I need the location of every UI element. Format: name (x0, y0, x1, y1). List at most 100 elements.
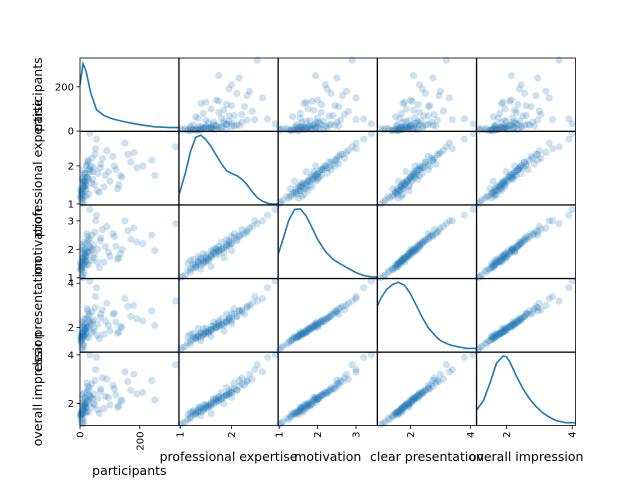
x-tick-label-0-1: 200 (135, 432, 146, 451)
scatter-point-r1-c3-27 (394, 187, 403, 195)
scatter-point-r1-c0-31 (91, 150, 99, 158)
scatter-point-r2-c0-13 (79, 271, 87, 279)
scatter-point-r3-c1-7 (212, 323, 220, 332)
scatter-point-r1-c3-61 (399, 190, 407, 198)
scatter-point-r3-c1-27 (194, 332, 202, 340)
scatter-point-r2-c3-27 (394, 258, 403, 266)
scatter-point-r0-c3-5 (394, 126, 403, 134)
scatter-point-r1-c0-63 (89, 175, 97, 183)
scatter-point-r2-c3-74 (405, 250, 413, 258)
scatter-point-r4-c0-37 (109, 381, 117, 389)
scatter-point-r0-c1-23 (202, 123, 210, 131)
scatter-point-r4-c1-1 (192, 409, 200, 417)
scatter-point-r3-c1-26 (225, 316, 233, 324)
scatter-point-r2-c0-64 (101, 242, 109, 250)
scatter-point-r4-c1-68 (235, 376, 243, 384)
scatter-point-r3-c2-29 (292, 333, 301, 342)
scatter-point-r3-c1-62 (194, 325, 202, 333)
scatter-point-r2-c0-41 (127, 235, 135, 243)
scatter-point-r4-c3-49 (399, 403, 407, 411)
scatter-point-r2-c3-54 (435, 227, 443, 235)
scatter-point-r1-c3-17 (393, 188, 401, 197)
scatter-point-r3-c4-78 (486, 337, 494, 345)
scatter-point-r4-c2-51 (340, 374, 349, 382)
scatter-point-r4-c2-53 (302, 402, 310, 410)
scatter-point-r4-c1-80 (186, 408, 195, 416)
scatter-point-r2-c3-63 (414, 245, 422, 253)
scatter-point-r2-c4-56 (509, 244, 517, 252)
scatter-point-r0-c2-68 (333, 74, 341, 82)
scatter-point-r4-c3-81 (399, 403, 407, 411)
scatter-point-r1-c3-4 (403, 177, 412, 185)
scatter-point-r1-c0-22 (77, 192, 85, 200)
scatter-point-r4-c2-32 (314, 395, 322, 403)
scatter-point-r0-c2-25 (333, 118, 341, 126)
scatter-point-r4-c1-54 (243, 378, 251, 386)
scatter-point-r0-c4-48 (525, 121, 534, 129)
scatter-point-r3-c4-1 (489, 335, 497, 343)
scatter-point-r3-c2-40 (352, 295, 360, 303)
scatter-point-r1-c2-43 (348, 143, 356, 151)
scatter-point-r1-c4-73 (504, 177, 512, 185)
scatter-point-r0-c2-69 (306, 116, 314, 125)
scatter-point-r3-c4-70 (494, 331, 502, 339)
scatter-point-r1-c0-45 (86, 129, 94, 138)
scatter-point-r4-c1-65 (228, 385, 236, 393)
scatter-point-r4-c1-18 (199, 407, 207, 415)
scatter-point-r2-c3-70 (396, 258, 404, 266)
subplot-frame-r0-c3 (377, 57, 477, 132)
scatter-point-r4-c3-82 (409, 396, 418, 404)
subplot-frame-r1-c4 (476, 131, 576, 206)
scatter-point-r0-c2-7 (310, 122, 318, 130)
scatter-point-r3-c1-8 (189, 336, 197, 344)
scatter-point-r3-c1-15 (215, 319, 223, 327)
scatter-point-r0-c3-28 (400, 124, 409, 132)
scatter-point-r2-c1-77 (220, 254, 228, 262)
scatter-point-r2-c4-19 (502, 252, 510, 260)
scatter-point-r0-c4-76 (510, 119, 519, 127)
scatter-point-r3-c0-40 (121, 295, 129, 303)
scatter-point-r3-c4-60 (488, 332, 496, 340)
scatter-point-r3-c4-64 (512, 317, 520, 325)
scatter-point-r0-c3-42 (415, 81, 424, 89)
scatter-point-r4-c1-73 (207, 398, 215, 406)
scatter-point-r4-c1-5 (194, 408, 202, 416)
scatter-point-r1-c3-58 (432, 160, 440, 168)
scatter-point-r1-c4-76 (510, 162, 519, 170)
scatter-point-r0-c4-15 (510, 124, 519, 132)
scatter-point-r3-c2-4 (306, 326, 314, 334)
scatter-point-r2-c0-55 (133, 238, 141, 246)
scatter-point-r0-c3-25 (427, 118, 435, 126)
scatter-point-r1-c4-61 (492, 190, 501, 198)
scatter-point-r4-c2-18 (294, 407, 302, 415)
scatter-point-r0-c1-33 (230, 112, 238, 120)
scatter-point-r0-c3-77 (402, 117, 410, 125)
scatter-point-r0-c3-75 (393, 121, 401, 129)
scatter-point-r3-c1-9 (197, 329, 205, 337)
scatter-point-r0-c3-69 (405, 116, 413, 125)
scatter-point-r3-c0-53 (115, 328, 123, 336)
scatter-point-r4-c1-35 (248, 375, 256, 383)
scatter-point-r4-c0-30 (84, 396, 92, 404)
scatter-point-r0-c4-73 (504, 125, 512, 133)
subplot-frame-r3-c1 (178, 278, 279, 353)
scatter-point-r3-c4-43 (555, 297, 563, 305)
scatter-point-r4-c1-53 (202, 402, 210, 410)
scatter-point-r1-c3-53 (400, 181, 409, 189)
scatter-point-r0-c4-26 (516, 117, 524, 125)
scatter-point-r3-c4-36 (501, 327, 509, 335)
scatter-point-r2-c1-74 (199, 250, 207, 258)
scatter-point-r4-c3-30 (408, 396, 416, 404)
scatter-point-r4-c0-64 (101, 392, 109, 400)
scatter-point-r1-c3-15 (412, 171, 421, 179)
scatter-point-r0-c4-20 (520, 121, 529, 129)
scatter-point-r2-c4-22 (484, 265, 492, 273)
scatter-point-r0-c3-45 (469, 120, 477, 128)
scatter-point-r3-c4-45 (568, 277, 576, 285)
scatter-point-r2-c3-0 (386, 267, 394, 275)
scatter-point-r4-c0-4 (80, 402, 89, 410)
scatter-point-r4-c3-76 (411, 393, 419, 402)
scatter-point-r1-c0-52 (104, 168, 112, 176)
scatter-point-r1-c0-76 (87, 162, 95, 170)
scatter-point-r4-c2-61 (300, 407, 308, 415)
